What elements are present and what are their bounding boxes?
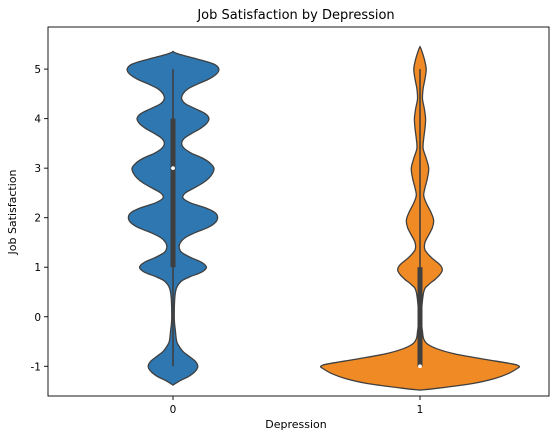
violins — [126, 45, 521, 391]
y-tick-label: 4 — [34, 114, 41, 126]
y-tick-label: 3 — [34, 163, 41, 175]
x-tick-label: 1 — [417, 404, 424, 416]
chart-title: Job Satisfaction by Depression — [196, 8, 394, 23]
violin-median-1 — [418, 364, 422, 369]
x-tick-label: 0 — [170, 404, 177, 416]
violin-iqr-box-1 — [417, 267, 423, 367]
y-tick-label: 0 — [34, 312, 41, 324]
y-tick-label: 2 — [34, 213, 41, 225]
y-axis-label: Job Satisfaction — [6, 169, 19, 255]
y-axis-ticks: -1 0 1 2 3 4 5 — [31, 64, 48, 373]
violin-iqr-box-0 — [170, 118, 176, 268]
y-tick-label: 1 — [34, 262, 41, 274]
x-axis-label: Depression — [265, 418, 327, 431]
y-tick-label: -1 — [31, 361, 41, 373]
violin-median-0 — [171, 166, 175, 171]
plot-frame — [47, 26, 550, 397]
y-tick-label: 5 — [34, 64, 41, 76]
